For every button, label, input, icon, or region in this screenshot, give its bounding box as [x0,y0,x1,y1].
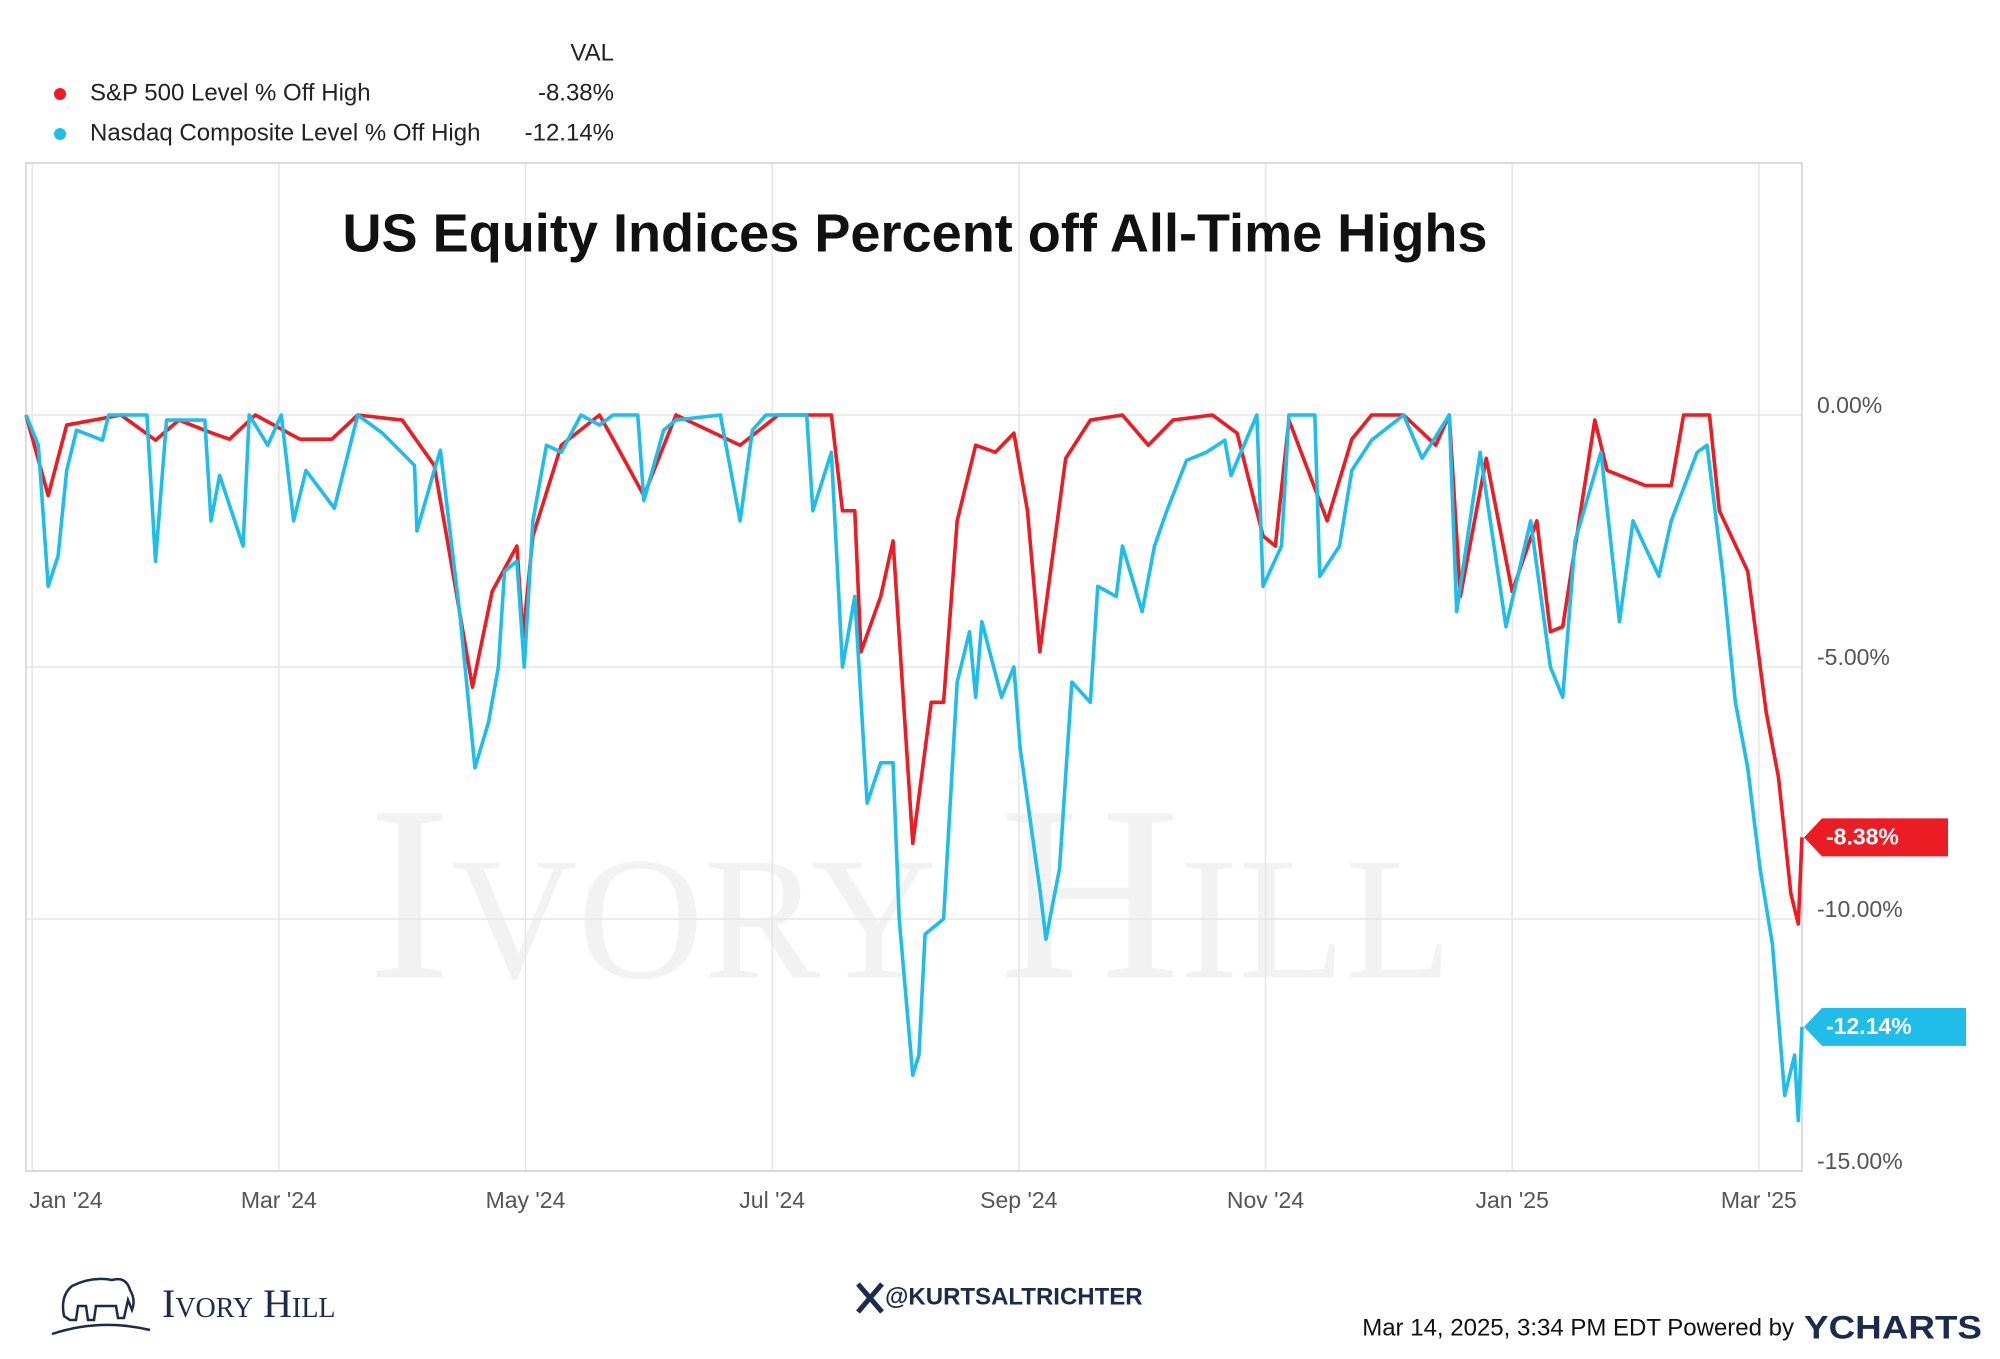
value-flag [1804,1007,1966,1046]
value-flag [1804,818,1948,857]
y-tick-label: -15.00% [1817,1148,1903,1174]
grid-layer: 0.00% -5.00% -10.00% -15.00% Jan '24 Mar '24 M… [26,163,1903,1213]
ycharts-brand: YCHARTS [1804,1309,1982,1345]
legend-header: VAL [570,39,614,66]
x-icon [856,1282,884,1314]
x-tick-label: Jul '24 [739,1187,805,1213]
y-tick-label: -10.00% [1817,896,1903,922]
x-tick-label: May '24 [486,1187,566,1213]
plot-frame [25,162,1803,1172]
legend-value: -8.38% [538,79,614,106]
series-line [24,413,1804,1123]
lines-layer: -8.38% -12.14% [24,413,1966,1123]
handle: @KURTSALTRICHTER [856,1282,1143,1314]
timestamp: Mar 14, 2025, 3:34 PM EDT Powered by [1362,1314,1794,1341]
value-flag-label: -12.14% [1826,1013,1912,1039]
ivory-hill-logo: Ivory Hill [51,1277,336,1336]
x-tick-label: Sep '24 [980,1187,1057,1213]
chart-title: US Equity Indices Percent off All-Time H… [343,203,1488,263]
y-tick-label: -5.00% [1817,644,1890,670]
x-tick-label: Mar '25 [1721,1187,1797,1213]
x-tick-label: Nov '24 [1227,1187,1304,1213]
logo-text: Ivory Hill [162,1281,336,1326]
x-tick-label: Mar '24 [241,1187,317,1213]
x-tick-label: Jan '24 [29,1187,103,1213]
legend-label: S&P 500 Level % Off High [90,79,371,106]
handle-text: @KURTSALTRICHTER [885,1283,1143,1310]
x-tick-label: Jan '25 [1475,1187,1548,1213]
legend-value: -12.14% [525,119,614,146]
y-tick-label: 0.00% [1817,392,1882,418]
value-flag-label: -8.38% [1826,823,1899,849]
legend-label: Nasdaq Composite Level % Off High [90,119,480,146]
legend: VAL S&P 500 Level % Off High -8.38% Nasdaq… [54,39,614,146]
elephant-icon [51,1277,151,1336]
legend-marker [54,128,66,140]
legend-marker [54,88,66,100]
